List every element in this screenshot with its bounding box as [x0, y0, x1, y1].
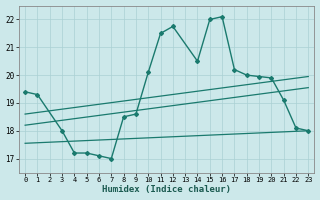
X-axis label: Humidex (Indice chaleur): Humidex (Indice chaleur): [102, 185, 231, 194]
